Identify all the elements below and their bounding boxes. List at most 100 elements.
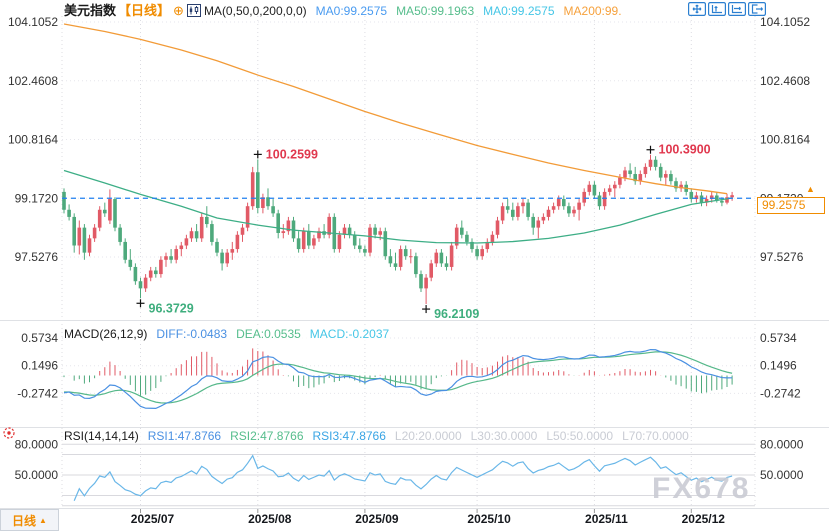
- axis-label: 100.8164: [8, 133, 58, 147]
- timeframe-label: 【日线】: [118, 3, 171, 18]
- candle-body: [347, 227, 352, 235]
- candle-body: [572, 209, 576, 214]
- indicator-settings-icon[interactable]: [2, 426, 16, 443]
- candle-body: [623, 170, 627, 178]
- candle-body: [174, 249, 178, 260]
- candle-body: [699, 195, 704, 203]
- candle-body: [567, 206, 571, 214]
- candle-body: [490, 234, 495, 242]
- axis-label: 50.0000: [15, 468, 59, 482]
- candle-body: [475, 249, 479, 257]
- candle-body: [271, 206, 275, 214]
- candle-body: [403, 249, 408, 257]
- exit-fullscreen-icon[interactable]: [748, 2, 766, 19]
- candle-body: [495, 220, 500, 235]
- macd-diff-value: DIFF:-0.0483: [156, 327, 228, 341]
- candle-body: [148, 270, 153, 278]
- candle-body: [154, 270, 158, 275]
- scale-x-icon[interactable]: [728, 2, 746, 19]
- axis-label: 104.1052: [760, 15, 810, 29]
- axis-label: 99.1720: [15, 191, 59, 205]
- candle-body: [551, 206, 556, 210]
- macd-dea-value: DEA:0.0535: [236, 327, 301, 341]
- candle-body: [592, 184, 597, 196]
- candle-body: [511, 209, 515, 217]
- candle-body: [521, 202, 525, 207]
- candle-body: [235, 234, 240, 250]
- auto-scale-icon[interactable]: [708, 2, 726, 19]
- candle-body: [602, 191, 607, 207]
- candle-body: [87, 238, 92, 253]
- rsi-l70-label: L70:70.0000: [622, 429, 689, 443]
- candle-body: [587, 184, 592, 192]
- candle-body: [82, 227, 87, 253]
- axis-label: 97.5276: [15, 250, 59, 264]
- rsi-l50-label: L50:50.0000: [546, 429, 614, 443]
- candle-body: [317, 231, 321, 239]
- candle-body: [638, 174, 643, 182]
- candle-body: [189, 231, 194, 239]
- rsi-l30-label: L30:30.0000: [470, 429, 538, 443]
- candle-body: [516, 206, 520, 217]
- period-button-arrow-icon: ▲: [39, 515, 47, 525]
- candle-body: [378, 231, 382, 235]
- candle-body: [108, 199, 112, 221]
- rsi-line: [73, 454, 733, 501]
- candle-body: [240, 227, 245, 235]
- chart-type-icon[interactable]: [186, 4, 201, 21]
- chart-header: 美元指数 【日线】 ⊕ MA(0,50,0,200,0,0) MA0:99.2575 MA…: [64, 3, 622, 19]
- candle-body: [291, 220, 296, 239]
- ma200-line: [63, 23, 728, 195]
- candle-body: [434, 252, 439, 264]
- chart-toolbar: [688, 2, 766, 19]
- axis-label: -0.2742: [760, 386, 801, 400]
- candle-body: [546, 209, 551, 217]
- date-label: 2025/11: [585, 512, 628, 526]
- date-label: 2025/12: [682, 512, 726, 526]
- pan-icon[interactable]: [688, 2, 706, 19]
- candle-body: [225, 252, 229, 264]
- candle-body: [245, 206, 250, 228]
- candle-body: [123, 241, 127, 260]
- candle-body: [194, 231, 199, 239]
- rsi2-value: RSI2:47.8766: [230, 429, 304, 443]
- ma0b-value: MA0:99.2575: [483, 4, 555, 18]
- candle-body: [628, 170, 632, 175]
- candle-body: [531, 216, 535, 228]
- candle-body: [429, 263, 433, 278]
- axis-label: 80.0000: [760, 437, 804, 451]
- period-button[interactable]: 日线 ▲: [0, 509, 59, 531]
- candle-body: [643, 166, 648, 175]
- candle-body: [393, 263, 398, 267]
- axis-label: 0.5734: [760, 331, 797, 345]
- ma50-line: [63, 169, 733, 244]
- candle-body: [541, 216, 546, 221]
- axis-label: 50.0000: [760, 468, 804, 482]
- candle-body: [301, 231, 306, 250]
- axis-label: 102.4608: [760, 74, 810, 88]
- add-indicator-icon[interactable]: ⊕: [173, 3, 184, 18]
- annotation-label: 100.2599: [266, 147, 318, 161]
- dea-line: [63, 351, 733, 404]
- diff-line: [63, 348, 733, 409]
- candle-body: [648, 159, 653, 167]
- rsi3-value: RSI3:47.8766: [312, 429, 386, 443]
- candle-body: [92, 227, 97, 239]
- candle-body: [67, 209, 71, 217]
- candle-body: [465, 234, 469, 242]
- candle-body: [460, 227, 464, 235]
- candle-body: [77, 227, 82, 246]
- ma50-value: MA50:99.1963: [396, 4, 475, 18]
- candle-body: [352, 234, 357, 246]
- candle-body: [454, 227, 459, 246]
- axis-label: 102.4608: [8, 74, 58, 88]
- candle-body: [689, 191, 694, 200]
- ma-settings-label: MA(0,50,0,200,0,0): [203, 4, 307, 18]
- rsi-header: RSI(14,14,14) RSI1:47.8766 RSI2:47.8766 RSI…: [64, 429, 689, 443]
- candle-body: [715, 195, 719, 201]
- candle-body: [618, 177, 622, 185]
- candle-body: [62, 191, 66, 210]
- watermark: FX678: [652, 472, 751, 505]
